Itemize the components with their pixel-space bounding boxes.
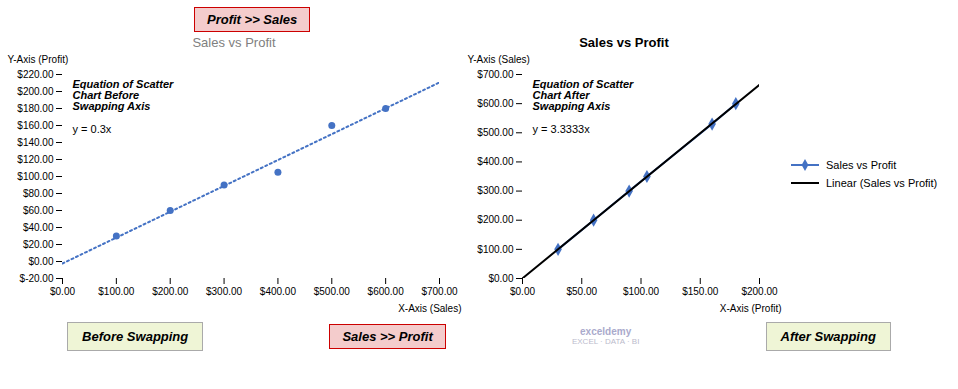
html-text:exceldemy: exceldemy [580, 326, 632, 337]
svg-text:$200.00: $200.00 [17, 86, 54, 97]
svg-text:$150.00: $150.00 [682, 286, 719, 297]
svg-text:$0.00: $0.00 [510, 286, 535, 297]
svg-text:$160.00: $160.00 [17, 120, 54, 131]
svg-text:$80.00: $80.00 [23, 188, 54, 199]
svg-text:$0.00: $0.00 [50, 286, 75, 297]
svg-text:$600.00: $600.00 [477, 98, 514, 109]
svg-text:$300.00: $300.00 [477, 185, 514, 196]
svg-text:$100.00: $100.00 [17, 171, 54, 182]
svg-text:$0.00: $0.00 [488, 273, 513, 284]
html-text:Linear (Sales vs Profit): Linear (Sales vs Profit) [826, 177, 938, 189]
svg-text:y = 0.3x: y = 0.3x [73, 123, 112, 135]
svg-text:y = 3.3333x: y = 3.3333x [533, 123, 591, 135]
html-text:After Swapping: After Swapping [780, 328, 876, 344]
svg-text:$700.00: $700.00 [421, 286, 458, 297]
svg-text:$60.00: $60.00 [23, 205, 54, 216]
svg-text:$140.00: $140.00 [17, 137, 54, 148]
svg-text:$120.00: $120.00 [17, 154, 54, 165]
svg-text:$700.00: $700.00 [477, 69, 514, 80]
svg-text:$200.00: $200.00 [152, 286, 189, 297]
svg-text:$600.00: $600.00 [368, 286, 405, 297]
svg-text:$100.00: $100.00 [98, 286, 135, 297]
svg-text:$400.00: $400.00 [477, 156, 514, 167]
svg-text:$100.00: $100.00 [623, 286, 660, 297]
svg-text:X-Axis (Profit): X-Axis (Profit) [720, 303, 782, 314]
svg-text:$50.00: $50.00 [566, 286, 597, 297]
svg-text:$200.00: $200.00 [477, 214, 514, 225]
html-text:Sales >> Profit: Sales >> Profit [342, 328, 433, 344]
html-text:Sales vs Profit: Sales vs Profit [826, 159, 897, 171]
svg-text:$400.00: $400.00 [260, 286, 297, 297]
svg-text:Y-Axis (Sales): Y-Axis (Sales) [468, 54, 530, 65]
svg-text:$500.00: $500.00 [477, 127, 514, 138]
svg-text:$300.00: $300.00 [206, 286, 243, 297]
svg-text:$-20.00: $-20.00 [20, 273, 54, 284]
html-text:Profit >> Sales: Profit >> Sales [207, 11, 298, 27]
svg-text:$220.00: $220.00 [17, 69, 54, 80]
svg-text:Equation of ScatterChart Befor: Equation of ScatterChart BeforeSwapping … [73, 78, 175, 112]
html-text:Before Swapping: Before Swapping [82, 328, 189, 344]
html-text:Sales vs Profit: Sales vs Profit [192, 35, 276, 50]
svg-text:$200.00: $200.00 [741, 286, 778, 297]
html-text:Sales vs Profit: Sales vs Profit [579, 35, 669, 50]
svg-text:$40.00: $40.00 [23, 222, 54, 233]
svg-text:$100.00: $100.00 [477, 244, 514, 255]
svg-text:$20.00: $20.00 [23, 239, 54, 250]
svg-text:Equation of ScatterChart After: Equation of ScatterChart AfterSwapping A… [533, 78, 635, 112]
svg-text:Y-Axis (Profit): Y-Axis (Profit) [8, 54, 69, 65]
svg-text:$500.00: $500.00 [314, 286, 351, 297]
html-text:EXCEL · DATA · BI: EXCEL · DATA · BI [571, 337, 640, 346]
svg-text:X-Axis (Sales): X-Axis (Sales) [398, 303, 461, 314]
svg-text:$0.00: $0.00 [28, 256, 53, 267]
svg-text:$180.00: $180.00 [17, 103, 54, 114]
